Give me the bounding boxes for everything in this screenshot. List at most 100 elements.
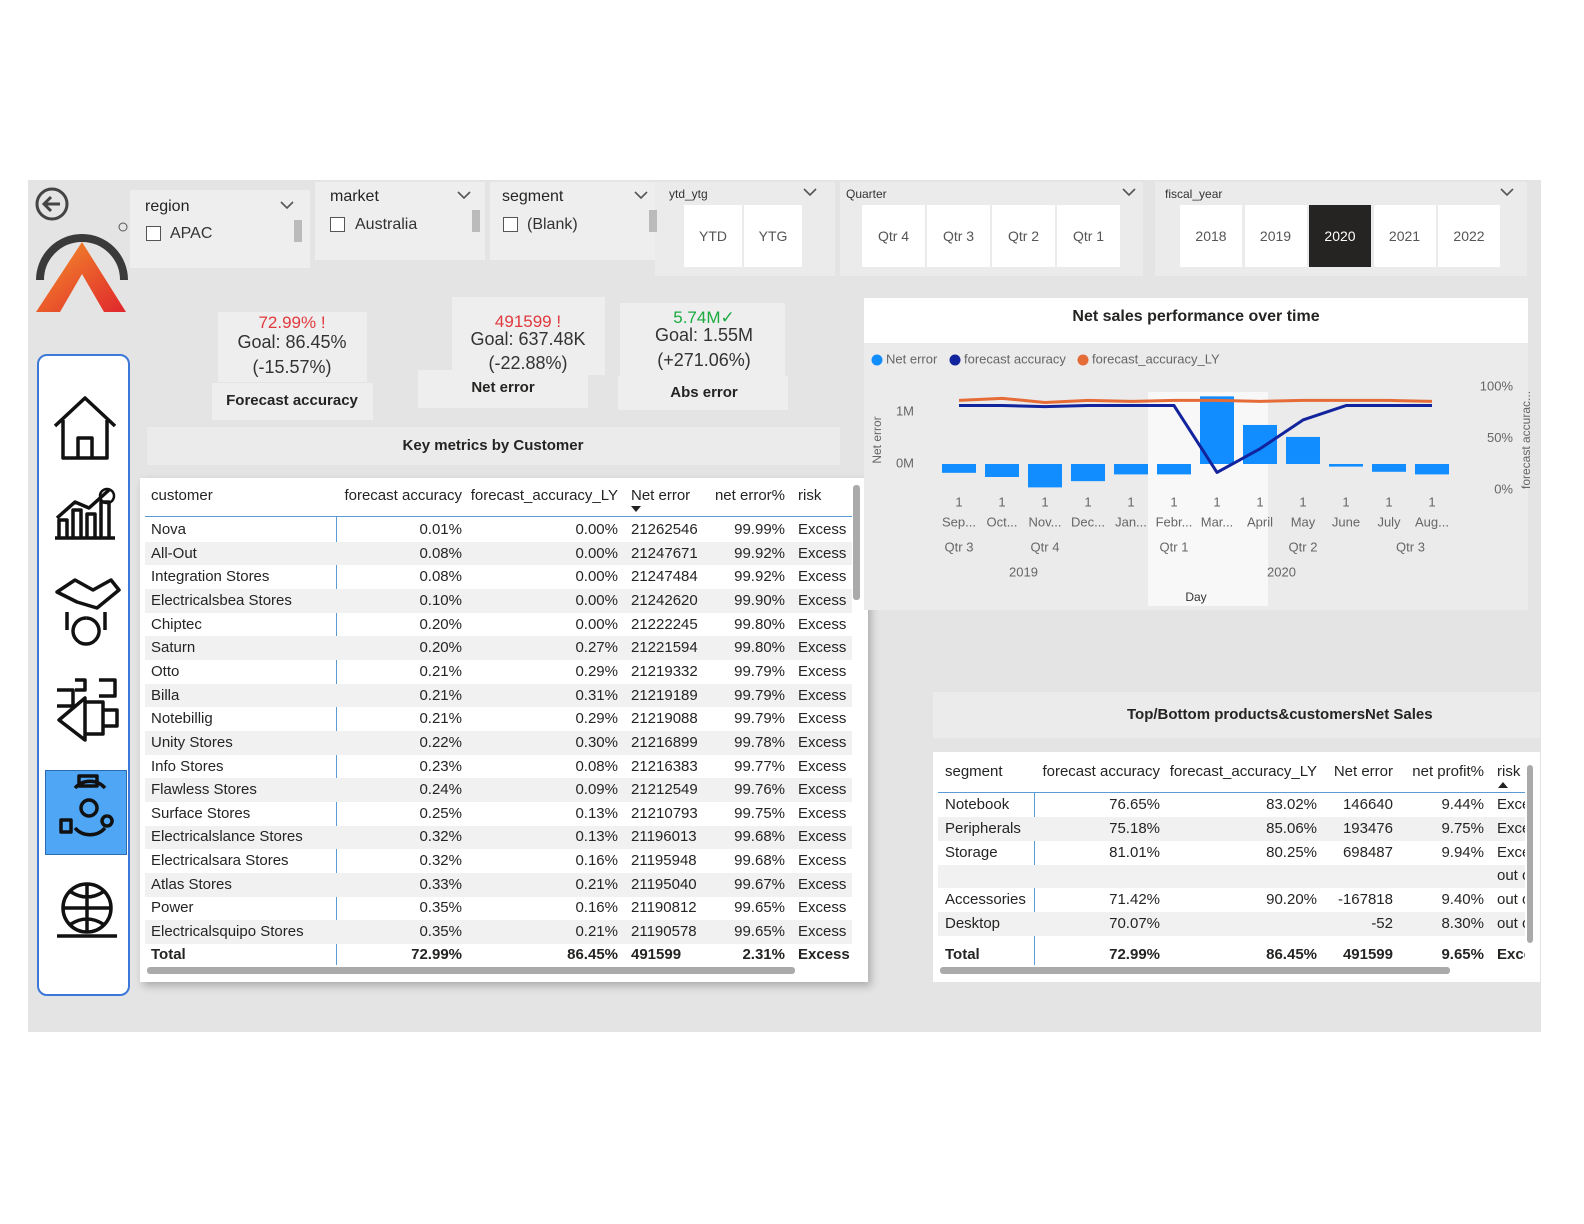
global-icon[interactable]	[57, 882, 117, 938]
table-cell: 0.35%	[419, 923, 462, 941]
bar	[1114, 463, 1148, 475]
slicer-button[interactable]: YTD	[684, 205, 742, 267]
slicer-button[interactable]: Qtr 4	[862, 205, 925, 267]
back-button[interactable]	[35, 187, 69, 221]
slicer-button[interactable]: Qtr 3	[927, 205, 990, 267]
checkbox[interactable]	[503, 217, 518, 232]
home-icon[interactable]	[53, 396, 117, 460]
chevron[interactable]	[634, 191, 648, 200]
x-day-label: 1	[1342, 494, 1349, 509]
navigation-icons	[53, 396, 121, 938]
chevron[interactable]	[457, 191, 471, 200]
chevron[interactable]	[280, 201, 294, 210]
row-stripe	[938, 864, 1525, 889]
table-cell: 21219189	[631, 686, 698, 704]
table-cell: 80.25%	[1266, 843, 1317, 861]
table-cell: 0.10%	[419, 591, 462, 609]
chevron[interactable]	[1500, 188, 1514, 197]
total-cell: 86.45%	[567, 946, 618, 963]
sales-icon[interactable]	[55, 488, 115, 540]
x-tick-label: Sep...	[942, 514, 976, 529]
table-cell: 0.35%	[419, 899, 462, 917]
x-tick-label: Aug...	[1415, 514, 1449, 529]
scrollbar[interactable]	[294, 220, 302, 242]
table-cell: Flawless Stores	[151, 781, 257, 799]
table-cell: 0.20%	[419, 615, 462, 633]
table-cell: 21195948	[631, 852, 697, 870]
table-cell: 75.18%	[1109, 819, 1160, 837]
slicer-button[interactable]: 2018	[1180, 205, 1242, 267]
table-cell: 21219088	[631, 710, 698, 728]
table-cell: 99.99%	[734, 521, 785, 538]
table-cell: 0.00%	[575, 568, 618, 586]
table-cell: 0.29%	[575, 710, 618, 728]
kpi-card	[218, 312, 367, 382]
kpi-delta: (+271.06%)	[657, 350, 751, 370]
legend-marker	[949, 354, 961, 366]
scrollbar[interactable]	[472, 210, 480, 232]
table-cell: Excess stock	[798, 923, 850, 941]
legend-marker	[1077, 354, 1089, 366]
scrollbar[interactable]	[1527, 765, 1533, 943]
button-group: 2018 2019 2020 2021 2022	[1180, 205, 1500, 267]
table-cell: 83.02%	[1266, 796, 1317, 813]
slicer-button[interactable]: 2019	[1244, 205, 1307, 267]
chevron[interactable]	[1122, 188, 1136, 197]
slicer-button[interactable]: 2021	[1373, 205, 1436, 267]
slicer-button[interactable]: Qtr 2	[992, 205, 1055, 267]
table-cell: Storage	[945, 843, 998, 861]
finance-icon[interactable]	[55, 578, 121, 646]
table-cell: 0.00%	[575, 544, 618, 562]
navigation-sidebar	[37, 354, 130, 996]
bar	[1372, 463, 1406, 472]
table-cell: 21247484	[631, 568, 698, 586]
marketing-icon[interactable]	[57, 678, 119, 742]
scrollbar[interactable]	[649, 210, 657, 232]
checkbox[interactable]	[146, 226, 161, 241]
x-day-label: 1	[1041, 494, 1048, 509]
table-cell: Peripherals	[945, 819, 1021, 837]
column-header: forecast accuracy	[1042, 763, 1160, 780]
slicer-title: Quarter	[846, 187, 887, 201]
bar	[1286, 436, 1320, 464]
table-cell: All-Out	[151, 544, 197, 562]
x-day-label: 1	[1170, 494, 1177, 509]
x-day-label: 1	[1084, 494, 1091, 509]
table-cell: out of stock	[1497, 867, 1525, 885]
slicer-title: region	[145, 198, 190, 215]
kpi-card	[620, 303, 785, 378]
kpi-value: 491599 !	[494, 312, 562, 331]
scrollbar[interactable]	[147, 967, 795, 974]
y2-axis-title: forecast accurac...	[1519, 391, 1533, 489]
table-cell: 0.31%	[575, 686, 618, 704]
slicer-button[interactable]: Qtr 1	[1057, 205, 1120, 267]
bar	[942, 463, 976, 473]
kpi-label: Forecast accuracy	[226, 392, 358, 409]
x-tick-label: Oct...	[986, 514, 1017, 529]
table-cell: 90.20%	[1266, 891, 1317, 909]
sort-indicator[interactable]	[1498, 782, 1508, 788]
slicer-button[interactable]: YTG	[744, 205, 802, 267]
checkbox[interactable]	[330, 217, 345, 232]
table-cell: 0.21%	[419, 686, 462, 704]
bar	[1028, 463, 1062, 488]
sort-indicator[interactable]	[631, 506, 641, 512]
slicer-button[interactable]: 2020	[1309, 205, 1371, 267]
total-cell: 86.45%	[1266, 946, 1317, 963]
row-stripe	[145, 731, 852, 755]
table-cell: 99.79%	[734, 686, 785, 704]
scrollbar[interactable]	[853, 485, 860, 600]
chevron[interactable]	[803, 188, 817, 197]
row-stripe	[145, 825, 852, 850]
column-header: forecast_accuracy_LY	[1169, 763, 1317, 780]
y-tick-label: 1M	[896, 403, 914, 418]
column-header: risk	[1497, 763, 1521, 780]
total-cell: Excess stock	[798, 946, 850, 963]
table-cell: 0.32%	[419, 852, 462, 870]
logo	[36, 222, 128, 312]
scrollbar[interactable]	[940, 967, 1450, 974]
supply-chain-icon[interactable]	[59, 774, 114, 837]
slicer-button[interactable]: 2022	[1438, 205, 1500, 267]
table-cell: 0.16%	[575, 899, 618, 917]
table-cell: Excess stock	[798, 899, 850, 917]
